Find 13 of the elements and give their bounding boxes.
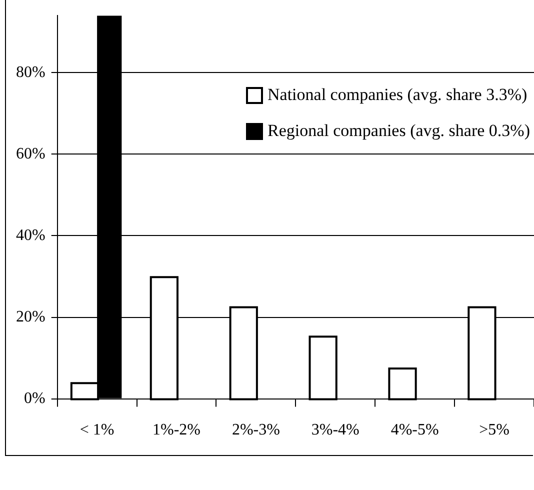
x-tick-label: 2%-3% [232,422,280,439]
x-tick-label: >5% [479,422,510,439]
y-tick-label: 40% [16,226,46,244]
y-tick-label: 80% [16,64,46,81]
x-tick-label: 3%-4% [311,422,360,439]
legend-label: National companies (avg. share 3.3%) [268,84,528,106]
legend-label: Regional companies (avg. share 0.3%) [268,120,530,142]
x-tick-label: 1%-2% [152,422,200,439]
x-tick-label: < 1% [80,422,114,439]
y-tick-label: 20% [16,308,46,326]
x-tick-label: 4%-5% [390,422,439,439]
y-tick-label: 60% [16,145,46,162]
y-tick-label: 0% [24,390,46,408]
